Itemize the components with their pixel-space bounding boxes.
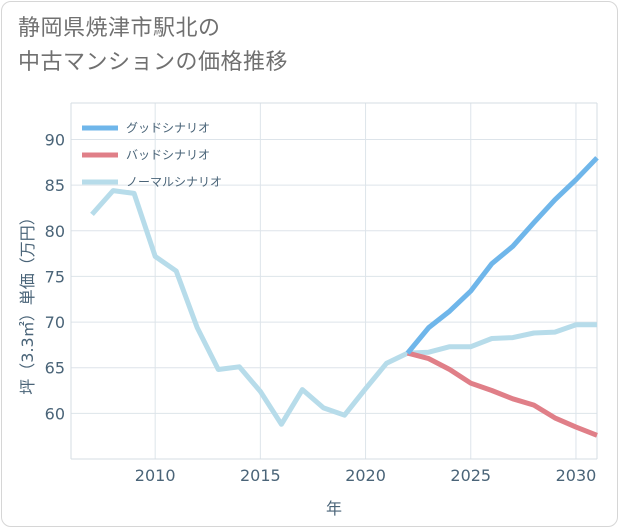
x-axis-title: 年 [326, 499, 342, 518]
x-tick-label-2025: 2025 [450, 466, 491, 485]
chart-title-line-2: 中古マンションの価格推移 [18, 50, 289, 75]
y-tick-label-70: 70 [45, 313, 65, 332]
y-axis-title: 坪（3.3㎡）単価（万円） [18, 209, 37, 394]
y-axis-ticks: 60 65 70 75 80 85 90 [45, 131, 65, 424]
series-line-1 [406, 350, 598, 438]
chart-title-line-1: 静岡県焼津市駅北の [18, 16, 221, 41]
series-line-0 [405, 156, 599, 355]
chart-title: 静岡県焼津市駅北の 中古マンションの価格推移 [18, 12, 538, 80]
legend-label-0: グッドシナリオ [126, 121, 210, 135]
legend-label-2: ノーマルシナリオ [126, 175, 222, 189]
y-tick-label-75: 75 [45, 267, 65, 286]
x-tick-label-2015: 2015 [240, 466, 281, 485]
series-line-2 [90, 188, 597, 427]
y-tick-label-90: 90 [45, 131, 65, 150]
x-tick-label-2030: 2030 [556, 466, 597, 485]
y-tick-label-85: 85 [45, 176, 65, 195]
series-lines [90, 156, 599, 438]
x-tick-label-2020: 2020 [345, 466, 386, 485]
y-tick-label-80: 80 [45, 222, 65, 241]
legend-label-1: バッドシナリオ [126, 148, 210, 162]
y-tick-label-65: 65 [45, 359, 65, 378]
x-axis-ticks: 2010 2015 2020 2025 2030 [135, 466, 597, 485]
x-tick-label-2010: 2010 [135, 466, 176, 485]
y-tick-label-60: 60 [45, 404, 65, 423]
